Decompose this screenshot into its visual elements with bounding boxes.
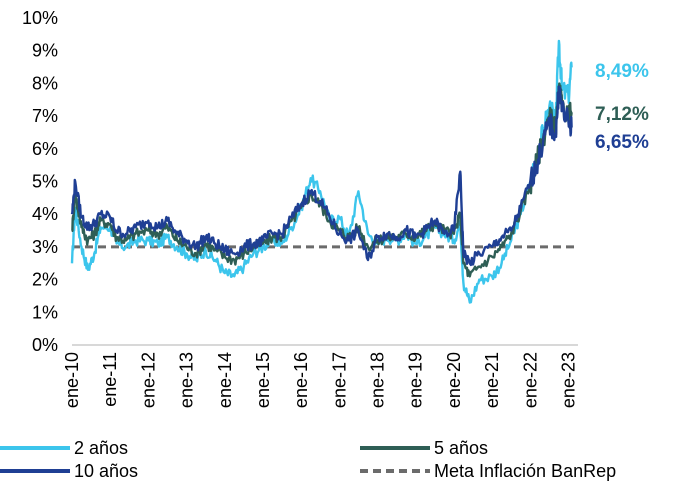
- x-tick-label: ene-14: [215, 352, 235, 408]
- x-tick-label: ene-20: [444, 352, 464, 408]
- x-tick-label: ene-15: [253, 352, 273, 408]
- legend-label: 5 años: [434, 438, 488, 458]
- series-line-3: [70, 85, 573, 267]
- x-tick-label: ene-19: [406, 352, 426, 408]
- y-tick-label: 1%: [32, 302, 58, 322]
- x-tick-label: ene-17: [329, 352, 349, 408]
- y-tick-label: 9%: [32, 41, 58, 61]
- legend: 2 años 5 años 10 años Meta Inflación BanRep: [0, 438, 616, 481]
- x-tick-label: ene-12: [138, 352, 158, 408]
- y-tick-label: 0%: [32, 335, 58, 355]
- end-label-1: 8,49%: [595, 61, 649, 82]
- end-label-3: 6,65%: [595, 132, 649, 153]
- y-tick-label: 2%: [32, 270, 58, 290]
- y-tick-label: 3%: [32, 237, 58, 257]
- x-tick-label: ene-18: [368, 352, 388, 408]
- y-tick-label: 8%: [32, 73, 58, 93]
- y-tick-label: 6%: [32, 139, 58, 159]
- x-tick-label: ene-10: [62, 352, 82, 408]
- y-axis-ticks: 0% 1% 2% 3% 4% 5% 6% 7% 8% 9% 10%: [22, 8, 58, 355]
- series-line-1: [70, 39, 573, 304]
- x-axis-ticks: ene-10 ene-11 ene-12 ene-13 ene-14 ene-15 ene-…: [62, 352, 578, 408]
- legend-label: 2 años: [74, 438, 128, 458]
- x-tick-label: ene-13: [177, 352, 197, 408]
- y-tick-label: 7%: [32, 106, 58, 126]
- x-tick-label: ene-22: [520, 352, 540, 408]
- end-value-labels: 8,49% 7,12% 6,65%: [595, 61, 649, 153]
- series-lines: [70, 39, 575, 304]
- x-tick-label: ene-16: [291, 352, 311, 408]
- y-tick-label: 5%: [32, 172, 58, 192]
- x-tick-label: ene-11: [100, 352, 120, 407]
- x-tick-label: ene-21: [482, 352, 502, 408]
- legend-label: Meta Inflación BanRep: [434, 461, 616, 481]
- y-tick-label: 10%: [22, 8, 58, 28]
- end-label-2: 7,12%: [595, 104, 649, 125]
- y-tick-label: 4%: [32, 204, 58, 224]
- legend-label: 10 años: [74, 461, 138, 481]
- x-tick-label: ene-23: [558, 352, 578, 408]
